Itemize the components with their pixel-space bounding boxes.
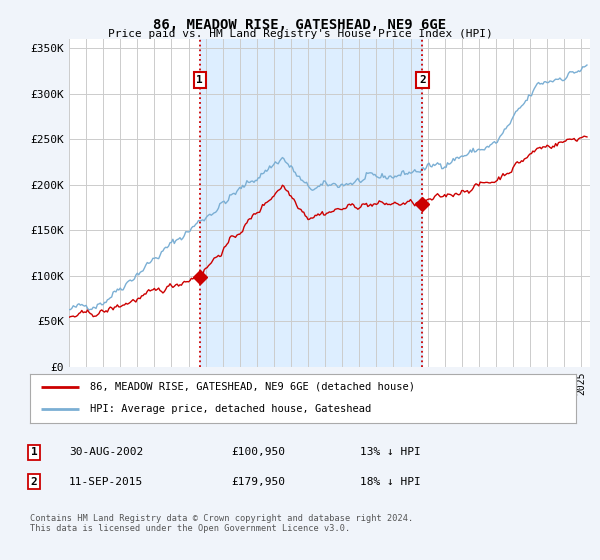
- Text: 1: 1: [196, 75, 203, 85]
- Text: 13% ↓ HPI: 13% ↓ HPI: [360, 447, 421, 458]
- Text: £100,950: £100,950: [231, 447, 285, 458]
- Text: 1: 1: [31, 447, 38, 458]
- Text: Price paid vs. HM Land Registry's House Price Index (HPI): Price paid vs. HM Land Registry's House …: [107, 29, 493, 39]
- Text: 86, MEADOW RISE, GATESHEAD, NE9 6GE: 86, MEADOW RISE, GATESHEAD, NE9 6GE: [154, 18, 446, 32]
- Text: 86, MEADOW RISE, GATESHEAD, NE9 6GE (detached house): 86, MEADOW RISE, GATESHEAD, NE9 6GE (det…: [90, 382, 415, 392]
- Text: Contains HM Land Registry data © Crown copyright and database right 2024.
This d: Contains HM Land Registry data © Crown c…: [30, 514, 413, 534]
- Text: 2: 2: [419, 75, 426, 85]
- Text: 2: 2: [31, 477, 38, 487]
- Text: HPI: Average price, detached house, Gateshead: HPI: Average price, detached house, Gate…: [90, 404, 371, 414]
- Text: 11-SEP-2015: 11-SEP-2015: [69, 477, 143, 487]
- Text: £179,950: £179,950: [231, 477, 285, 487]
- Text: 30-AUG-2002: 30-AUG-2002: [69, 447, 143, 458]
- Bar: [200, 39, 422, 367]
- Text: 18% ↓ HPI: 18% ↓ HPI: [360, 477, 421, 487]
